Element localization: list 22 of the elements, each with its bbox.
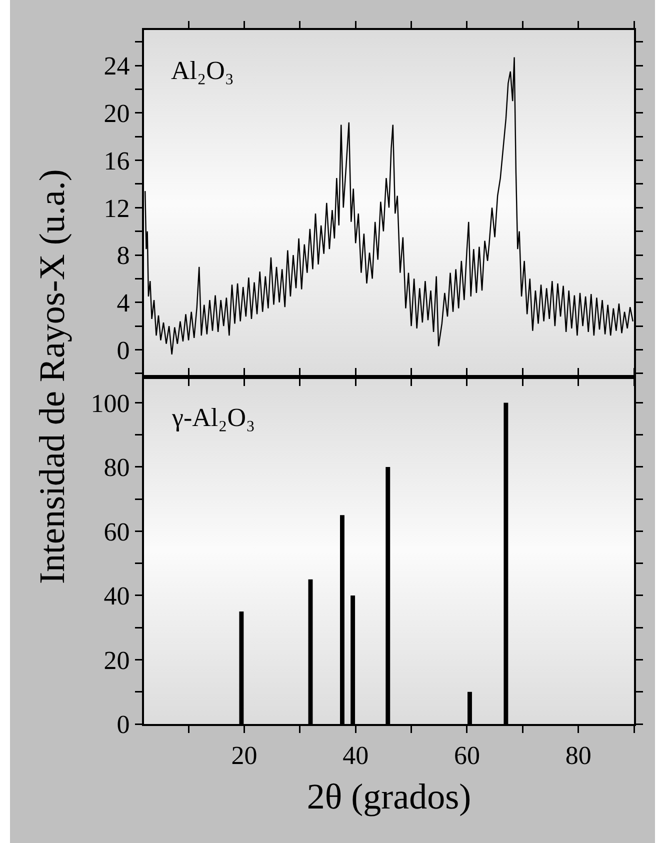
line-series: [144, 56, 634, 356]
y-tick-label: 20: [104, 646, 130, 675]
annotation: γ-Al₂O₃: [171, 403, 256, 432]
y-tick-label: 16: [104, 146, 130, 176]
y-tick-label: 20: [104, 99, 130, 128]
y-tick-label: 80: [104, 453, 130, 482]
y-tick-label: 0: [116, 710, 130, 740]
y-tick-label: 100: [90, 388, 130, 418]
y-tick-label: 40: [104, 582, 130, 611]
x-tick-label: 80: [565, 741, 592, 770]
x-tick-label: 60: [454, 741, 480, 770]
y-tick-label: 12: [104, 194, 130, 223]
x-tick-label: 20: [231, 741, 258, 770]
y-axis-title: Intensidad de Rayos-X (u.a.): [32, 169, 72, 584]
y-tick-label: 24: [104, 52, 130, 81]
annotation: Al₂O₃: [171, 56, 234, 85]
y-tick-label: 0: [116, 336, 130, 365]
y-tick-label: 8: [116, 241, 130, 270]
x-tick-label: 40: [342, 741, 369, 770]
y-tick-label: 60: [104, 517, 130, 546]
y-tick-label: 4: [116, 288, 130, 318]
x-axis-title: 2θ (grados): [306, 776, 472, 816]
